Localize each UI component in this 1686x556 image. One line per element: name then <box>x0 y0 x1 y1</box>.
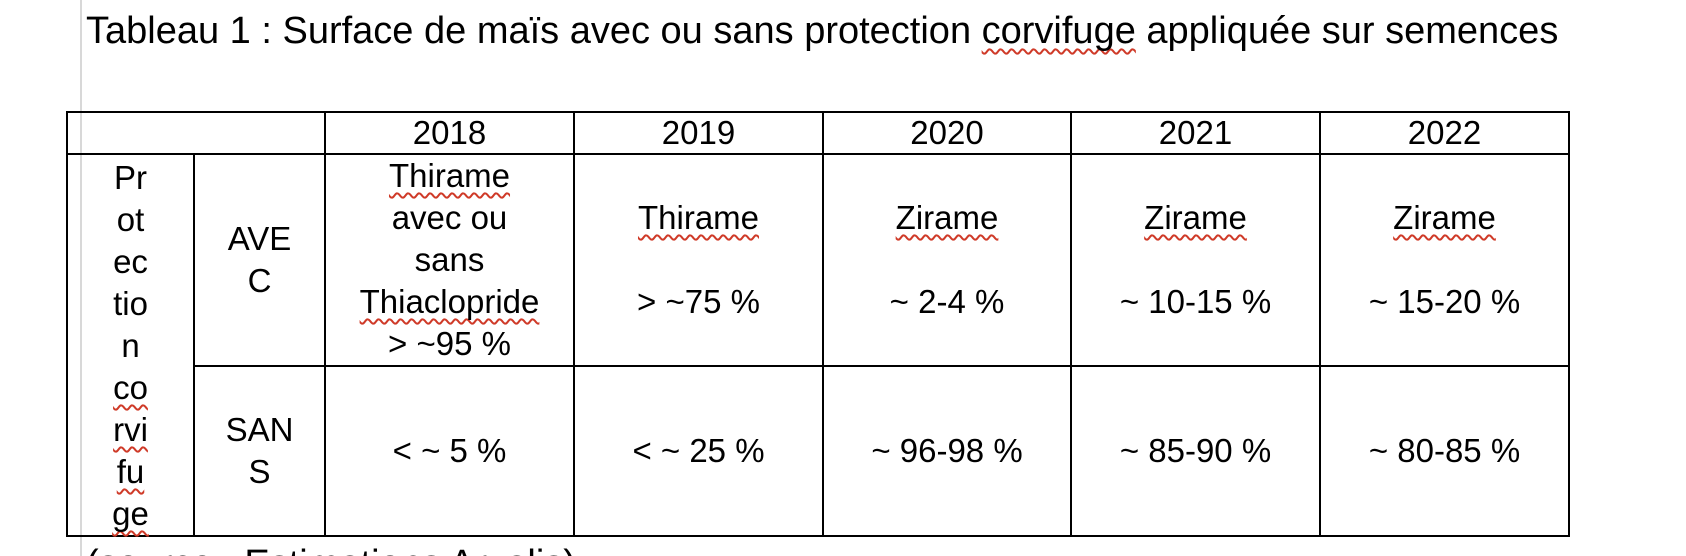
cell-sans-2022[interactable]: ~ 80-85 % <box>1321 367 1570 537</box>
header-cell-2021[interactable]: 2021 <box>1072 113 1321 155</box>
table-caption[interactable]: Tableau 1 : Surface de maïs avec ou sans… <box>86 8 1558 54</box>
year-label: 2018 <box>412 114 487 151</box>
cell-value: ~ 10-15 % <box>1119 283 1272 320</box>
sans-label-line: S <box>248 453 271 490</box>
cell-avec-2018[interactable]: Thirame avec ou sans Thiaclopride > ~95 … <box>326 155 575 367</box>
rowhead-line-misspelled: co <box>113 369 148 406</box>
rowhead-line-misspelled: ge <box>112 495 149 532</box>
header-cell-2022[interactable]: 2022 <box>1321 113 1570 155</box>
avec-label-line: AVE <box>227 220 292 257</box>
rowhead-line-misspelled: rvi <box>113 411 148 448</box>
cell-text-line: sans <box>414 241 485 278</box>
cell-value: < ~ 25 % <box>632 432 765 469</box>
cell-value: > ~95 % <box>388 325 511 362</box>
header-cell-2020[interactable]: 2020 <box>824 113 1072 155</box>
header-cell-blank[interactable] <box>68 113 326 155</box>
header-cell-2018[interactable]: 2018 <box>326 113 575 155</box>
cell-value: ~ 15-20 % <box>1368 283 1521 320</box>
year-label: 2022 <box>1407 114 1482 151</box>
rowhead-line: ec <box>113 243 148 280</box>
cell-sans-2020[interactable]: ~ 96-98 % <box>824 367 1072 537</box>
cell-avec-2020[interactable]: Zirame ~ 2-4 % <box>824 155 1072 367</box>
product-name: Thirame <box>388 157 511 194</box>
product-name: Zirame <box>1393 199 1496 236</box>
cell-sans-2019[interactable]: < ~ 25 % <box>575 367 824 537</box>
row-label-avec[interactable]: AVE C <box>195 155 326 367</box>
text-boundary-guide-line <box>80 0 82 556</box>
caption-misspelled-word: corvifuge <box>981 10 1136 52</box>
cell-value: ~ 96-98 % <box>871 432 1023 469</box>
source-note-text: (source : Estimations Arvalis) <box>86 543 576 556</box>
rowhead-line: ot <box>116 201 145 238</box>
cell-value: > ~75 % <box>637 283 760 320</box>
year-label: 2020 <box>910 114 984 151</box>
product-name: Zirame <box>895 199 999 236</box>
product-name: Zirame <box>1144 199 1247 236</box>
rowhead-line: n <box>121 327 140 364</box>
data-table: 2018 2019 2020 2021 2022 Pr ot ec tio n … <box>66 111 1570 537</box>
rowhead-line-misspelled: fu <box>116 453 145 490</box>
cell-avec-2021[interactable]: Zirame ~ 10-15 % <box>1072 155 1321 367</box>
cell-avec-2022[interactable]: Zirame ~ 15-20 % <box>1321 155 1570 367</box>
rowhead-line: Pr <box>114 159 147 196</box>
caption-text-prefix: Tableau 1 : Surface de maïs avec ou sans… <box>86 10 982 52</box>
cell-value: ~ 85-90 % <box>1119 432 1272 469</box>
cell-value: ~ 2-4 % <box>889 283 1005 320</box>
row-label-sans[interactable]: SAN S <box>195 367 326 537</box>
product-name: Thiaclopride <box>359 283 540 320</box>
sans-label-line: SAN <box>225 411 294 448</box>
rowhead-line: tio <box>113 285 148 322</box>
cell-sans-2021[interactable]: ~ 85-90 % <box>1072 367 1321 537</box>
cell-avec-2019[interactable]: Thirame > ~75 % <box>575 155 824 367</box>
cell-text-line: avec ou <box>391 199 508 236</box>
caption-text-suffix: appliquée sur semences <box>1135 10 1559 52</box>
year-label: 2019 <box>661 114 736 151</box>
cell-value: ~ 80-85 % <box>1368 432 1521 469</box>
cell-value: < ~ 5 % <box>392 432 507 469</box>
avec-label-line: C <box>247 262 272 299</box>
cell-sans-2018[interactable]: < ~ 5 % <box>326 367 575 537</box>
year-label: 2021 <box>1158 114 1233 151</box>
row-header-protection-corvifuge[interactable]: Pr ot ec tio n co rvi fu ge <box>68 155 195 537</box>
header-cell-2019[interactable]: 2019 <box>575 113 824 155</box>
product-name: Thirame <box>637 199 760 236</box>
source-note[interactable]: (source : Estimations Arvalis) <box>86 541 576 556</box>
